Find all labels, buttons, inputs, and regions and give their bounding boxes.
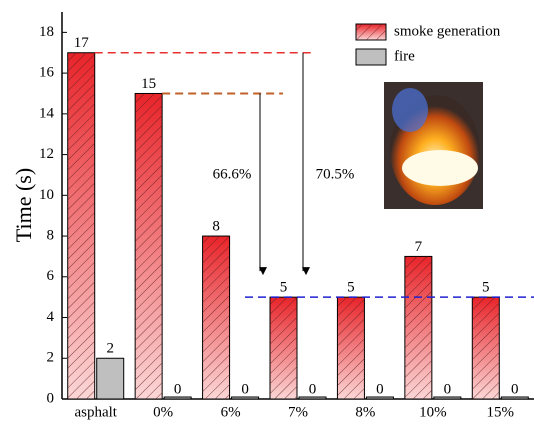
x-tick-label: asphalt	[74, 404, 117, 420]
y-tick-label: 8	[47, 227, 55, 243]
y-tick-label: 12	[39, 146, 54, 162]
bar-hatch	[472, 297, 499, 399]
bar-hatch	[405, 256, 432, 399]
bar-hatch	[270, 297, 297, 399]
value-label: 17	[74, 35, 90, 51]
x-tick-label: 10%	[419, 404, 447, 420]
value-label: 0	[174, 381, 182, 397]
bar-hatch	[337, 297, 364, 399]
bar-hatch	[203, 236, 230, 399]
y-tick-label: 0	[47, 390, 55, 406]
value-label: 15	[141, 76, 156, 92]
value-label: 5	[347, 280, 355, 296]
chart: Time (s) smoke generation fire 0 2 4 6 8 10 12…	[0, 0, 534, 425]
legend: smoke generation fire	[356, 23, 501, 65]
y-tick-label: 6	[47, 268, 55, 284]
legend-hatch	[356, 24, 386, 40]
value-label: 0	[376, 381, 384, 397]
x-tick-label: 7%	[288, 404, 308, 420]
y-axis-label: Time (s)	[11, 168, 36, 242]
value-label: 8	[212, 218, 220, 234]
bar-hatch	[68, 53, 95, 399]
x-tick-label: 15%	[487, 404, 515, 420]
legend-label: fire	[394, 48, 415, 64]
y-tick-label: 2	[47, 350, 55, 366]
x-tick-label: 0%	[153, 404, 173, 420]
value-label: 5	[280, 280, 288, 296]
y-tick-label: 10	[39, 187, 54, 203]
bar	[97, 358, 124, 399]
photo-inset	[384, 82, 483, 209]
y-tick-label: 16	[39, 65, 55, 81]
legend-label: smoke generation	[394, 23, 501, 39]
value-label: 2	[106, 341, 114, 357]
x-tick-label: 6%	[221, 404, 241, 420]
value-label: 0	[444, 381, 452, 397]
y-tick-label: 14	[39, 105, 55, 121]
bar-hatch	[135, 93, 162, 399]
x-tick-label: 8%	[355, 404, 375, 420]
annotation: 66.6%	[213, 166, 252, 182]
value-label: 0	[241, 381, 249, 397]
y-tick-label: 18	[39, 24, 54, 40]
value-label: 0	[309, 381, 317, 397]
value-label: 7	[415, 239, 423, 255]
value-label: 0	[511, 381, 519, 397]
annotation: 70.5%	[316, 166, 355, 182]
y-tick-label: 4	[47, 309, 55, 325]
value-label: 5	[482, 280, 490, 296]
legend-swatch	[356, 49, 386, 65]
